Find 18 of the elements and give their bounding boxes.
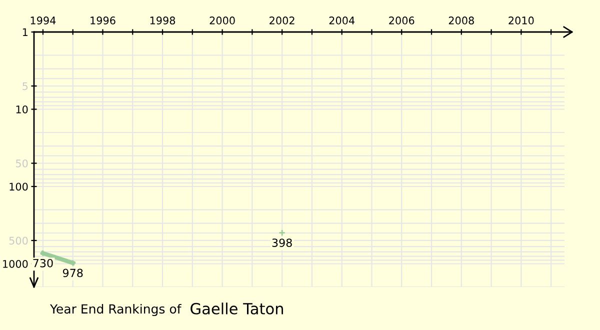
y-tick-label: 1000 [3,260,28,268]
x-tick-label: 1994 [30,16,56,24]
y-tick-label: 1 [22,28,28,36]
y-tick-label: 10 [16,105,28,114]
y-tick-label: 100 [10,182,28,191]
data-label: 730 [33,258,53,268]
x-tick-label: 2002 [270,16,294,24]
text: Gaelle Taton [190,302,283,314]
data-label: 398 [272,238,292,247]
x-tick-label: 1998 [150,16,176,24]
text: Year End Rankings of [50,304,182,316]
data-label: 978 [62,268,83,278]
x-tick-label: 1996 [90,16,116,24]
x-tick-label: 2000 [210,16,235,24]
x-tick-label: 2004 [329,16,355,24]
x-tick-label: 2008 [448,16,474,24]
x-tick-label: 2010 [508,16,534,24]
x-tick-label: 2006 [389,16,414,24]
